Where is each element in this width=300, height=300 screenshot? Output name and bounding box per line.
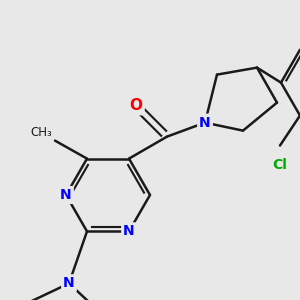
Text: N: N — [123, 224, 135, 239]
Text: O: O — [130, 98, 142, 113]
Text: CH₃: CH₃ — [30, 126, 52, 139]
Text: N: N — [63, 276, 75, 290]
Text: N: N — [60, 188, 72, 202]
Text: Cl: Cl — [273, 158, 287, 172]
Text: N: N — [199, 116, 211, 130]
